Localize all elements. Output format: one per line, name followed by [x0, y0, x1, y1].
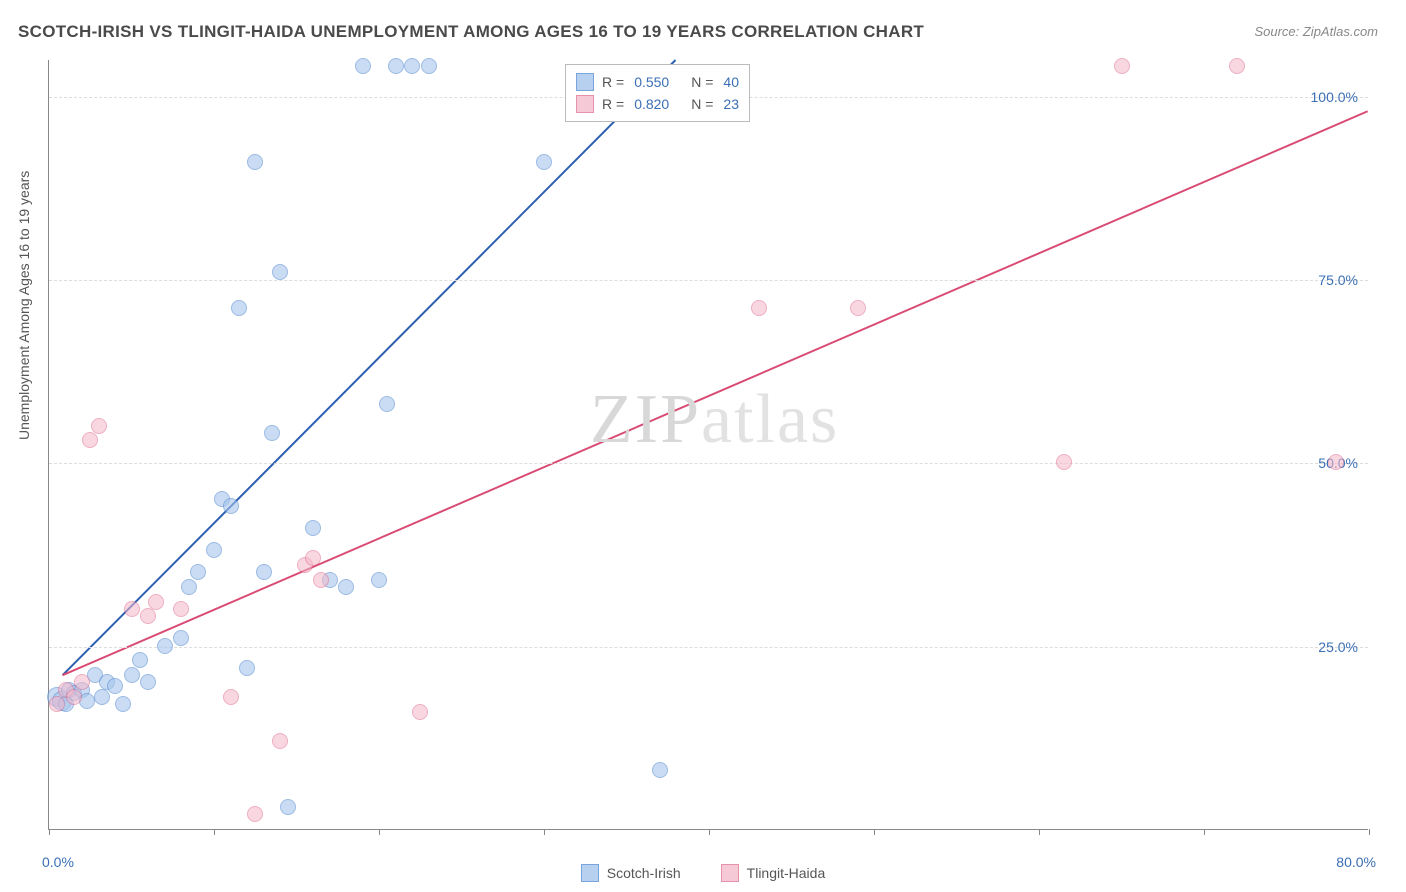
data-point: [247, 154, 263, 170]
x-tick: [379, 829, 380, 835]
x-tick: [1039, 829, 1040, 835]
data-point: [272, 733, 288, 749]
data-point: [272, 264, 288, 280]
gridline: [49, 647, 1368, 648]
y-tick-label: 100.0%: [1311, 89, 1358, 105]
data-point: [181, 579, 197, 595]
legend-n-value: 23: [723, 93, 739, 115]
legend-series-name: Scotch-Irish: [607, 865, 681, 881]
x-tick: [49, 829, 50, 835]
trend-lines: [49, 60, 1368, 829]
x-tick: [874, 829, 875, 835]
data-point: [66, 689, 82, 705]
data-point: [74, 674, 90, 690]
plot-area: 25.0%50.0%75.0%100.0%: [48, 60, 1368, 830]
data-point: [247, 806, 263, 822]
data-point: [157, 638, 173, 654]
data-point: [404, 58, 420, 74]
data-point: [91, 418, 107, 434]
data-point: [313, 572, 329, 588]
legend-r-label: R =: [602, 71, 624, 93]
data-point: [124, 601, 140, 617]
legend-r-label: R =: [602, 93, 624, 115]
data-point: [132, 652, 148, 668]
data-point: [751, 300, 767, 316]
legend-n-value: 40: [723, 71, 739, 93]
data-point: [82, 432, 98, 448]
data-point: [223, 689, 239, 705]
legend-n-label: N =: [691, 71, 713, 93]
legend-r-value: 0.820: [634, 93, 669, 115]
x-tick: [1204, 829, 1205, 835]
legend-swatch: [576, 95, 594, 113]
legend-swatch: [721, 864, 739, 882]
data-point: [379, 396, 395, 412]
legend-series-name: Tlingit-Haida: [747, 865, 826, 881]
data-point: [305, 520, 321, 536]
data-point: [231, 300, 247, 316]
data-point: [140, 674, 156, 690]
data-point: [107, 678, 123, 694]
legend-swatch: [581, 864, 599, 882]
trend-line: [63, 60, 676, 675]
data-point: [1229, 58, 1245, 74]
data-point: [1114, 58, 1130, 74]
gridline: [49, 463, 1368, 464]
correlation-legend: R = 0.550 N = 40 R = 0.820 N = 23: [565, 64, 750, 122]
data-point: [280, 799, 296, 815]
y-tick-label: 75.0%: [1318, 272, 1358, 288]
data-point: [388, 58, 404, 74]
x-tick: [1369, 829, 1370, 835]
data-point: [124, 667, 140, 683]
chart-title: SCOTCH-IRISH VS TLINGIT-HAIDA UNEMPLOYME…: [18, 22, 924, 42]
data-point: [49, 696, 65, 712]
data-point: [190, 564, 206, 580]
data-point: [1056, 454, 1072, 470]
legend-r-value: 0.550: [634, 71, 669, 93]
data-point: [652, 762, 668, 778]
y-tick-label: 25.0%: [1318, 639, 1358, 655]
data-point: [536, 154, 552, 170]
data-point: [305, 550, 321, 566]
x-tick: [214, 829, 215, 835]
data-point: [94, 689, 110, 705]
legend-row: R = 0.820 N = 23: [576, 93, 739, 115]
data-point: [850, 300, 866, 316]
legend-item: Scotch-Irish: [581, 864, 681, 882]
y-axis-label: Unemployment Among Ages 16 to 19 years: [16, 171, 32, 440]
data-point: [148, 594, 164, 610]
data-point: [173, 630, 189, 646]
data-point: [206, 542, 222, 558]
x-tick: [709, 829, 710, 835]
data-point: [264, 425, 280, 441]
data-point: [223, 498, 239, 514]
data-point: [115, 696, 131, 712]
legend-item: Tlingit-Haida: [721, 864, 826, 882]
data-point: [173, 601, 189, 617]
source-attribution: Source: ZipAtlas.com: [1254, 24, 1378, 39]
series-legend: Scotch-Irish Tlingit-Haida: [0, 864, 1406, 882]
legend-n-label: N =: [691, 93, 713, 115]
trend-line: [63, 111, 1368, 675]
data-point: [338, 579, 354, 595]
gridline: [49, 280, 1368, 281]
data-point: [1328, 454, 1344, 470]
legend-row: R = 0.550 N = 40: [576, 71, 739, 93]
data-point: [140, 608, 156, 624]
data-point: [256, 564, 272, 580]
data-point: [355, 58, 371, 74]
x-tick: [544, 829, 545, 835]
data-point: [421, 58, 437, 74]
data-point: [371, 572, 387, 588]
data-point: [412, 704, 428, 720]
data-point: [239, 660, 255, 676]
legend-swatch: [576, 73, 594, 91]
